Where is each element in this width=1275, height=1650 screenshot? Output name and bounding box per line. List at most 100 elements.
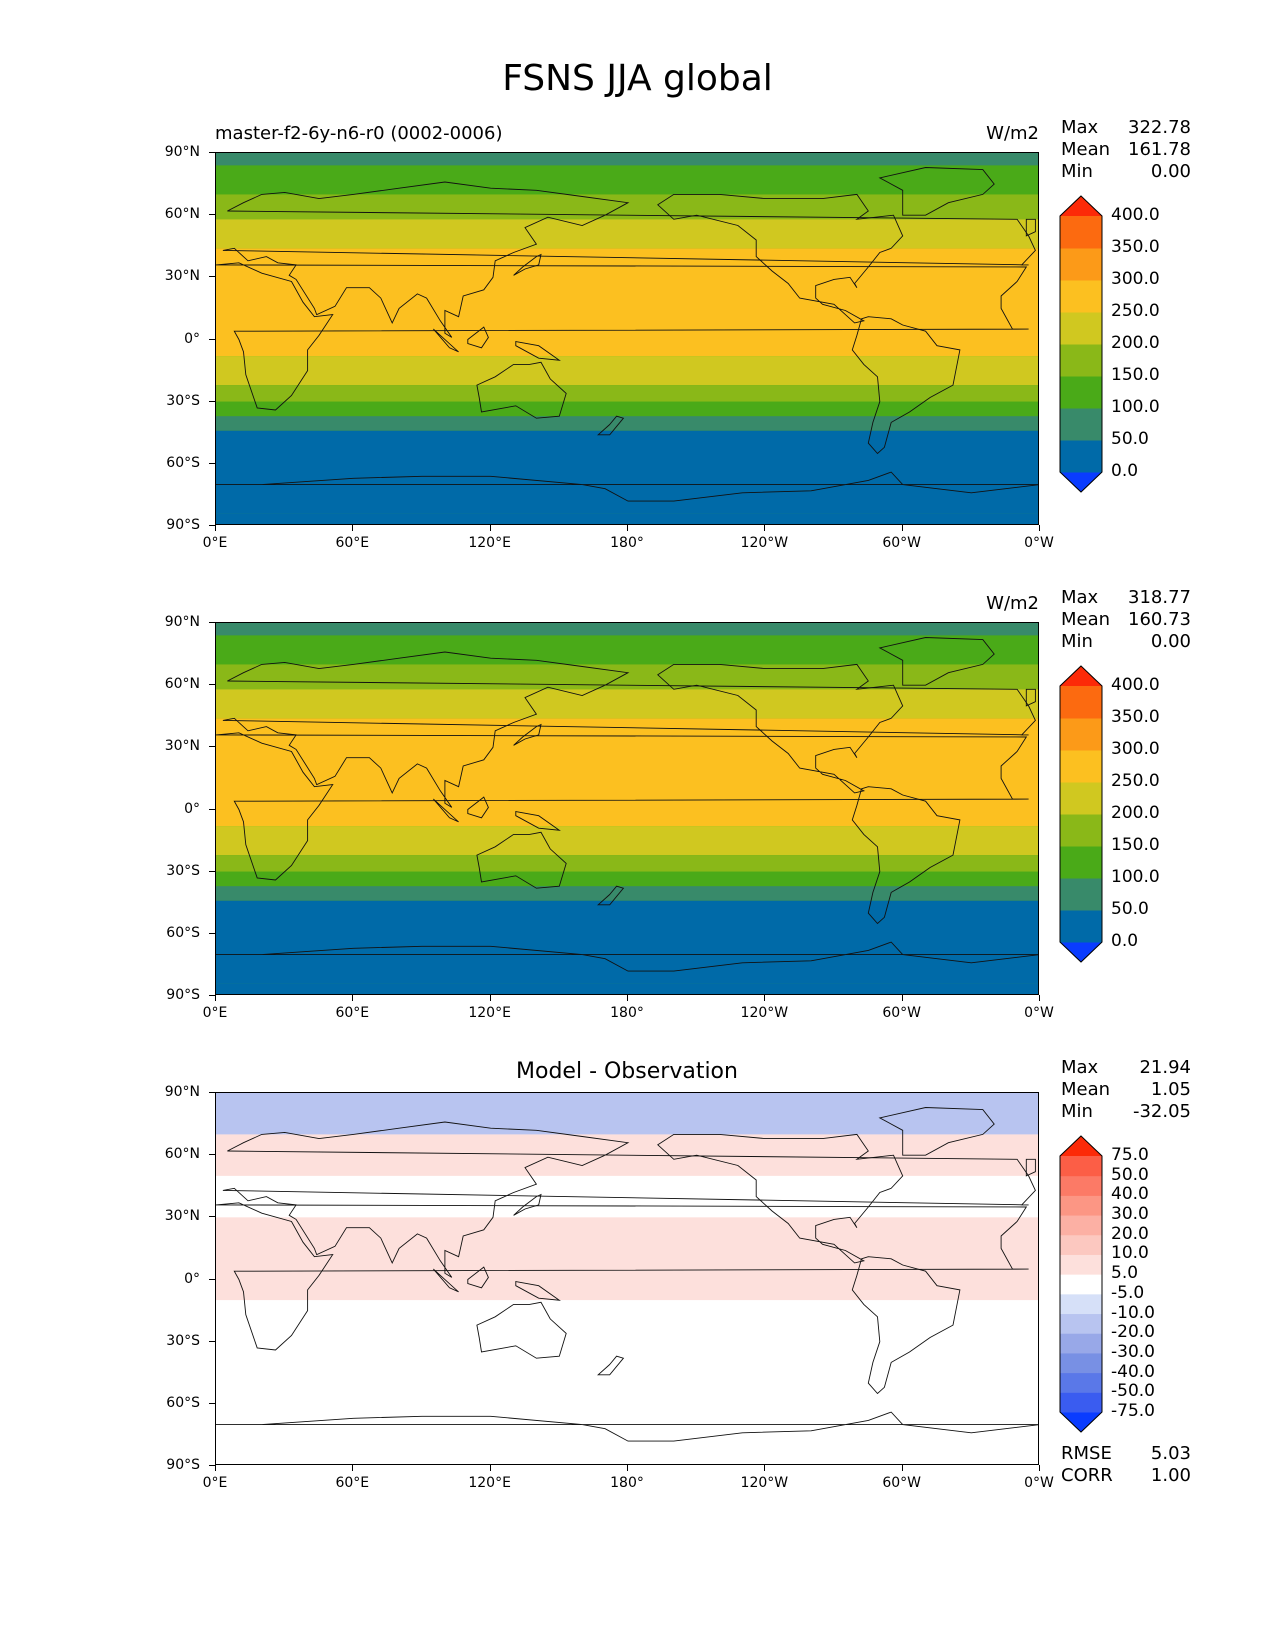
lat-tick-label: 60°N [164,676,200,693]
zonal-band-3 [216,689,1038,719]
coastline-2 [476,831,567,889]
lon-tick-label: 60°E [335,535,370,551]
colorbar-tick-label: -40.0 [1111,1361,1155,1382]
zonal-band-8 [216,886,1038,901]
zonal-band-6 [216,385,1038,402]
coastline-5 [878,167,995,216]
lat-tick-label: 0° [184,1270,200,1287]
panel-1-colorbar: 0.0 50.0 100.0 150.0 200.0 250.0 300.0 350.0 400… [1059,195,1160,497]
zonal-band-0 [216,1093,1038,1135]
lon-tick-mark [901,995,903,1001]
colorbar-tick-label: 10.0 [1111,1243,1149,1264]
colorbar-swatch [1060,1352,1102,1374]
lat-tick-mark [209,152,215,153]
colorbar-tick-label: -20.0 [1111,1322,1155,1343]
colorbar-tick-label: 400.0 [1111,675,1160,695]
coastline-6 [216,941,1038,972]
stat-label: CORR [1061,1465,1113,1486]
panel-1-title: master-f2-6y-n6-r0 (0002-0006) [215,123,503,144]
lat-tick-mark [209,932,215,934]
lon-tick-mark [1039,1465,1040,1471]
lat-tick-label: 60°S [166,924,200,941]
colorbar-tick-label: 0.0 [1111,461,1139,481]
colorbar-swatch [1060,686,1102,719]
colorbar-tick-label: 300.0 [1111,269,1160,289]
coastline-3 [657,1133,904,1264]
colorbar-tick-label: 75.0 [1111,1145,1149,1165]
colorbar-swatch [1060,1215,1102,1236]
colorbar-swatch [1060,408,1102,441]
lat-tick-label: 0° [184,330,200,347]
coastline-7 [433,798,459,823]
coastline-9 [515,811,561,831]
colorbar-swatch [1060,248,1102,281]
coastline-0 [222,1121,1036,1278]
lon-tick-label: 60°W [882,1475,921,1491]
colorbar-svg [1059,195,1103,493]
lat-tick-label: 30°S [166,1332,200,1349]
colorbar-swatch [1060,1333,1102,1354]
figure-title: FSNS JJA global [502,58,773,99]
coastline-10 [597,1355,625,1376]
colorbar-swatch [1060,1372,1102,1393]
colorbar-swatch [1060,846,1102,879]
stat-label: Max [1061,587,1099,608]
lon-tick-label: 180° [610,1475,644,1491]
coastline-11 [1025,218,1036,237]
colorbar-swatch [1060,344,1102,377]
lon-tick-label: 0°E [202,1475,228,1491]
lat-tick-mark [209,214,215,216]
lon-tick-label: 120°E [468,1005,511,1021]
colorbar-swatch [1060,782,1102,815]
stat-label: Max [1061,117,1099,138]
colorbar-swatch [1060,1274,1102,1295]
colorbar-swatch [1060,1412,1102,1432]
lat-tick-label: 90°N [164,614,200,630]
stat-label: Max [1061,1057,1099,1078]
panel-3-title: Model - Observation [516,1059,738,1084]
coastline-8 [467,796,489,819]
colorbar-tick-label: -75.0 [1111,1401,1155,1421]
coastline-4 [851,316,961,455]
lat-tick-mark [209,1216,215,1218]
lat-tick-mark [209,1092,215,1093]
stat-value: 0.00 [1150,631,1191,652]
lat-tick-label: 0° [184,800,200,817]
stat-label: Mean [1061,1079,1111,1100]
colorbar-swatch [1060,718,1102,751]
stat-value: 0.00 [1150,161,1191,182]
stat-label: Min [1061,161,1093,182]
coastline-0 [222,651,1036,808]
coastline-5 [878,637,995,686]
zonal-band-7 [216,871,1038,887]
lat-tick-label: 60°S [166,1394,200,1411]
stat-value: 5.03 [1150,1443,1191,1464]
panel-3-rmse-corr: RMSE 5.03 CORR 1.00 [1061,1443,1191,1487]
lat-tick-mark [209,525,215,526]
colorbar-swatch [1060,1392,1102,1413]
colorbar-swatch [1060,196,1102,216]
coastline-1 [216,1202,1029,1351]
stat-value: -32.05 [1132,1101,1191,1122]
lat-tick-label: 30°S [166,392,200,409]
zonal-band-3 [216,219,1038,249]
colorbar-swatch [1060,942,1102,962]
stat-value: 322.78 [1128,117,1191,138]
stat-label: Mean [1061,609,1111,630]
colorbar-tick-label: 30.0 [1111,1204,1149,1225]
lat-tick-label: 30°N [164,268,200,285]
lat-tick-mark [209,1402,215,1404]
colorbar-swatch [1060,376,1102,409]
colorbar-tick-label: 50.0 [1111,1164,1149,1185]
stat-label: RMSE [1061,1443,1112,1464]
lon-tick-label: 0°E [202,1005,228,1021]
lon-tick-label: 0°E [202,535,228,551]
lon-tick-label: 60°E [335,1005,370,1021]
colorbar-swatch [1060,1254,1102,1275]
colorbar-swatch [1060,280,1102,313]
coastline-11 [1025,1158,1036,1177]
colorbar-swatch [1060,750,1102,783]
lon-tick-mark [764,995,766,1001]
lon-tick-mark [764,1465,766,1471]
coastline-7 [433,328,459,353]
